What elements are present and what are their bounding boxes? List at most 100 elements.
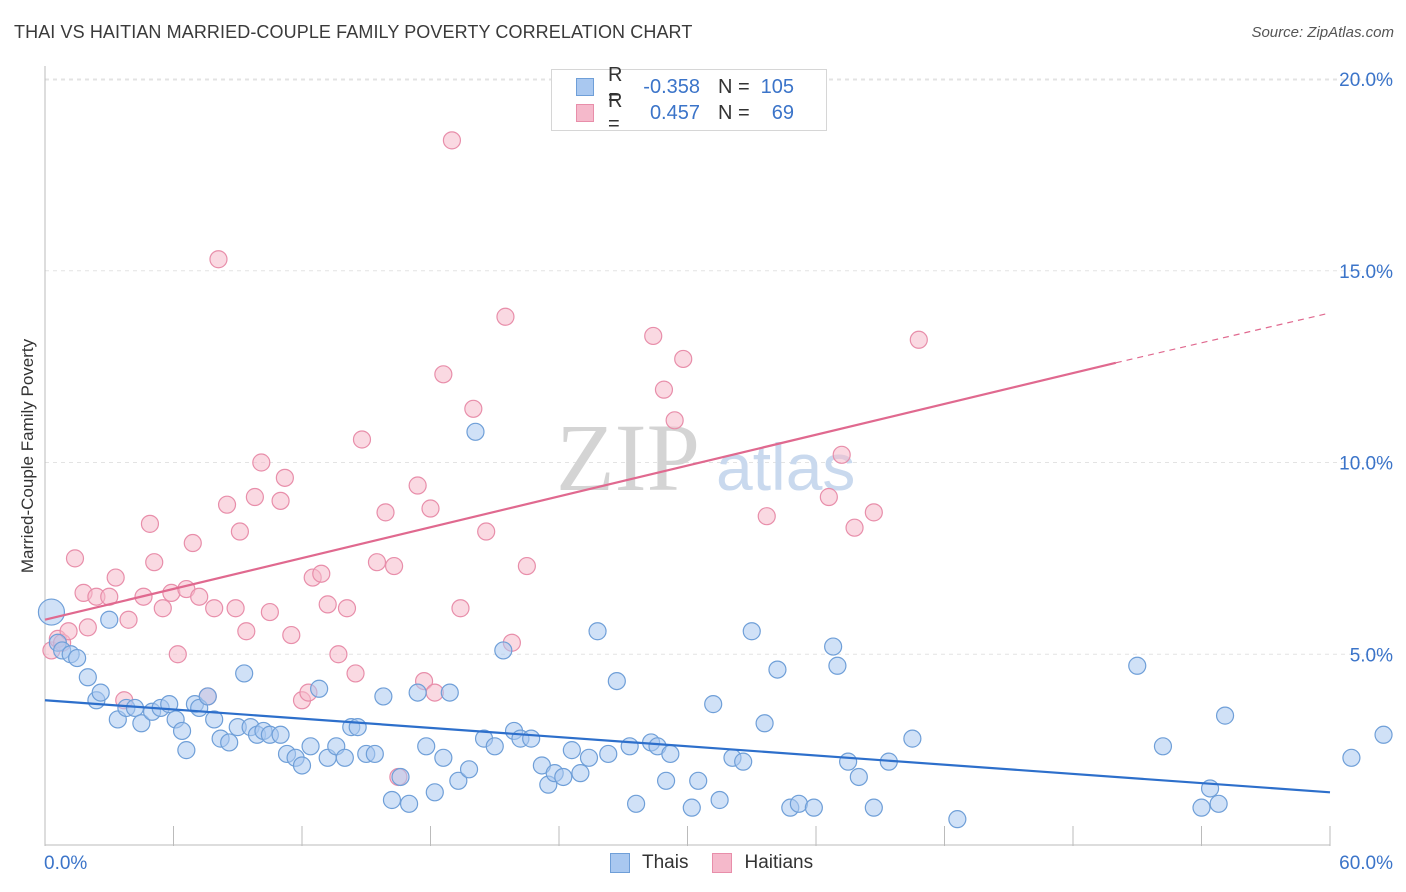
haitians-point-59[interactable] <box>644 326 663 346</box>
haitians-point-58[interactable] <box>517 556 536 576</box>
thais-point-94[interactable] <box>864 798 883 817</box>
thais-point-85[interactable] <box>755 714 774 733</box>
thais-point-61[interactable] <box>522 729 541 748</box>
haitians-point-17[interactable] <box>168 645 187 664</box>
haitians-point-30[interactable] <box>260 602 279 622</box>
haitians-point-56[interactable] <box>496 307 515 326</box>
thais-point-54[interactable] <box>459 760 479 779</box>
thais-point-21[interactable] <box>198 687 217 706</box>
haitians-point-22[interactable] <box>205 599 224 618</box>
thais-point-69[interactable] <box>588 622 607 641</box>
thais-point-78[interactable] <box>682 798 701 817</box>
thais-point-92[interactable] <box>839 752 858 771</box>
thais-point-39[interactable] <box>335 748 354 767</box>
thais-point-58[interactable] <box>494 641 513 660</box>
thais-point-55[interactable] <box>466 422 485 441</box>
thais-point-48[interactable] <box>408 683 427 702</box>
haitians-point-64[interactable] <box>819 487 838 507</box>
haitians-point-29[interactable] <box>252 453 271 472</box>
haitians-point-25[interactable] <box>226 599 245 618</box>
thais-point-7[interactable] <box>91 683 110 702</box>
thais-point-77[interactable] <box>661 744 680 764</box>
thais-point-76[interactable] <box>656 771 676 790</box>
thais-point-71[interactable] <box>607 671 626 691</box>
thais-point-93[interactable] <box>849 767 868 787</box>
thais-point-83[interactable] <box>734 752 753 771</box>
thais-point-67[interactable] <box>571 764 590 783</box>
thais-point-4[interactable] <box>68 648 87 668</box>
thais-point-51[interactable] <box>434 748 453 767</box>
haitians-point-32[interactable] <box>275 468 294 487</box>
thais-point-57[interactable] <box>485 737 504 756</box>
haitians-point-66[interactable] <box>845 518 864 537</box>
haitians-point-27[interactable] <box>237 622 256 641</box>
thais-point-46[interactable] <box>391 767 410 787</box>
thais-point-68[interactable] <box>579 748 599 767</box>
haitians-point-33[interactable] <box>282 625 301 645</box>
haitians-point-43[interactable] <box>367 553 387 572</box>
thais-point-47[interactable] <box>399 794 419 813</box>
thais-point-44[interactable] <box>374 687 393 706</box>
thais-point-66[interactable] <box>562 741 581 760</box>
haitians-point-14[interactable] <box>145 553 164 572</box>
thais-point-5[interactable] <box>78 668 97 687</box>
legend-item-thais[interactable]: Thais <box>610 852 688 874</box>
haitians-point-68[interactable] <box>909 330 928 349</box>
thais-point-17[interactable] <box>172 721 192 741</box>
thais-point-72[interactable] <box>620 737 639 756</box>
thais-point-45[interactable] <box>382 790 402 810</box>
haitians-point-53[interactable] <box>451 599 470 618</box>
legend-item-haitians[interactable]: Haitians <box>712 852 813 874</box>
thais-point-34[interactable] <box>292 756 312 775</box>
thais-point-99[interactable] <box>1153 737 1173 756</box>
haitians-point-61[interactable] <box>665 411 684 430</box>
thais-point-36[interactable] <box>310 679 329 698</box>
thais-point-81[interactable] <box>710 790 729 810</box>
haitians-point-45[interactable] <box>384 556 404 576</box>
haitians-point-47[interactable] <box>408 476 427 495</box>
thais-point-100[interactable] <box>1192 798 1211 817</box>
thais-point-0[interactable] <box>37 598 66 626</box>
haitians-point-11[interactable] <box>119 610 138 629</box>
haitians-point-6[interactable] <box>78 618 97 637</box>
haitians-point-20[interactable] <box>190 587 209 606</box>
haitians-point-51[interactable] <box>434 365 453 384</box>
haitians-point-52[interactable] <box>442 131 462 150</box>
thais-point-97[interactable] <box>948 810 967 829</box>
haitians-point-39[interactable] <box>329 645 348 664</box>
haitians-point-28[interactable] <box>245 487 264 507</box>
haitians-point-24[interactable] <box>217 495 237 514</box>
thais-point-91[interactable] <box>828 656 847 675</box>
haitians-point-65[interactable] <box>832 445 851 464</box>
haitians-point-41[interactable] <box>346 664 365 683</box>
thais-point-50[interactable] <box>425 783 444 802</box>
haitians-point-55[interactable] <box>477 522 496 541</box>
thais-point-102[interactable] <box>1209 794 1228 813</box>
thais-point-103[interactable] <box>1215 706 1235 725</box>
haitians-point-54[interactable] <box>464 399 483 418</box>
thais-point-12[interactable] <box>132 714 151 733</box>
haitians-point-37[interactable] <box>312 564 331 583</box>
haitians-point-15[interactable] <box>153 599 172 618</box>
thais-point-89[interactable] <box>804 798 823 817</box>
thais-point-26[interactable] <box>235 664 254 683</box>
thais-point-96[interactable] <box>903 729 922 748</box>
thais-point-8[interactable] <box>100 610 119 629</box>
thais-point-79[interactable] <box>689 771 708 790</box>
thais-point-65[interactable] <box>554 767 573 787</box>
haitians-point-67[interactable] <box>864 503 883 522</box>
thais-point-53[interactable] <box>449 771 468 790</box>
thais-point-22[interactable] <box>205 710 224 729</box>
thais-point-104[interactable] <box>1342 748 1361 767</box>
haitians-point-13[interactable] <box>140 514 160 533</box>
haitians-point-42[interactable] <box>352 430 372 449</box>
thais-point-105[interactable] <box>1374 725 1393 744</box>
haitians-point-9[interactable] <box>106 568 125 587</box>
haitians-point-26[interactable] <box>230 522 249 541</box>
thais-point-73[interactable] <box>626 794 646 813</box>
thais-point-84[interactable] <box>742 622 761 641</box>
thais-point-49[interactable] <box>417 737 436 756</box>
thais-point-88[interactable] <box>789 794 808 813</box>
haitians-point-23[interactable] <box>209 250 228 269</box>
haitians-point-60[interactable] <box>654 380 674 399</box>
